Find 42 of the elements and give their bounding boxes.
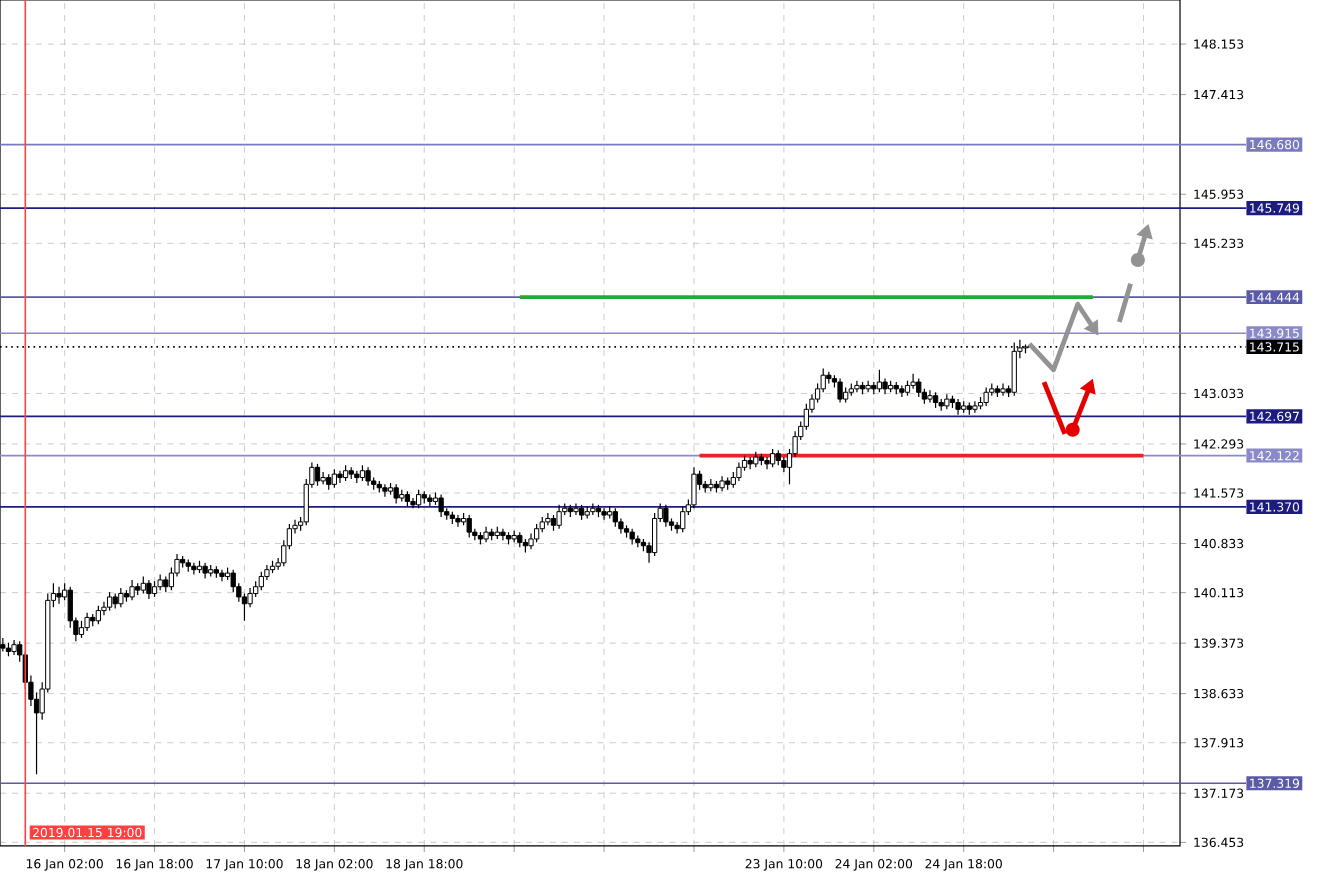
candlestick xyxy=(365,466,371,487)
candlestick xyxy=(106,591,113,612)
candlestick xyxy=(601,507,607,521)
candlestick xyxy=(691,466,697,509)
candlestick xyxy=(331,468,337,489)
candlestick xyxy=(314,463,321,487)
candlestick xyxy=(95,605,101,625)
candlestick xyxy=(910,373,916,390)
candlestick xyxy=(337,470,343,484)
candlestick xyxy=(393,483,399,505)
candlestick xyxy=(545,512,551,526)
candlestick xyxy=(191,562,197,576)
candlestick xyxy=(663,504,669,528)
candlestick xyxy=(983,386,989,407)
candlestick xyxy=(534,523,540,543)
candlestick xyxy=(927,389,933,404)
candlestick xyxy=(972,400,978,414)
candlestick xyxy=(438,494,444,518)
candlestick xyxy=(410,497,416,509)
candlestick xyxy=(146,579,152,600)
candlestick xyxy=(837,378,843,404)
candlestick xyxy=(573,502,579,516)
candlestick xyxy=(764,456,770,470)
candlestick xyxy=(556,504,562,530)
candlestick xyxy=(416,489,422,509)
candlestick xyxy=(899,384,905,398)
candlestick xyxy=(680,505,686,533)
candlestick xyxy=(455,514,461,528)
candlestick xyxy=(466,514,472,539)
candlestick xyxy=(916,378,922,398)
candlestick xyxy=(1000,382,1006,397)
candlestick xyxy=(382,483,388,498)
candlestick xyxy=(320,471,326,485)
candlestick xyxy=(84,612,90,632)
candlestick xyxy=(612,507,618,528)
candlestick xyxy=(770,448,776,468)
candlestick xyxy=(56,586,62,605)
candlestick xyxy=(876,369,883,393)
candlestick xyxy=(258,571,264,591)
candlestick xyxy=(118,587,124,608)
candlestick xyxy=(129,579,135,601)
candlestick xyxy=(736,461,742,482)
